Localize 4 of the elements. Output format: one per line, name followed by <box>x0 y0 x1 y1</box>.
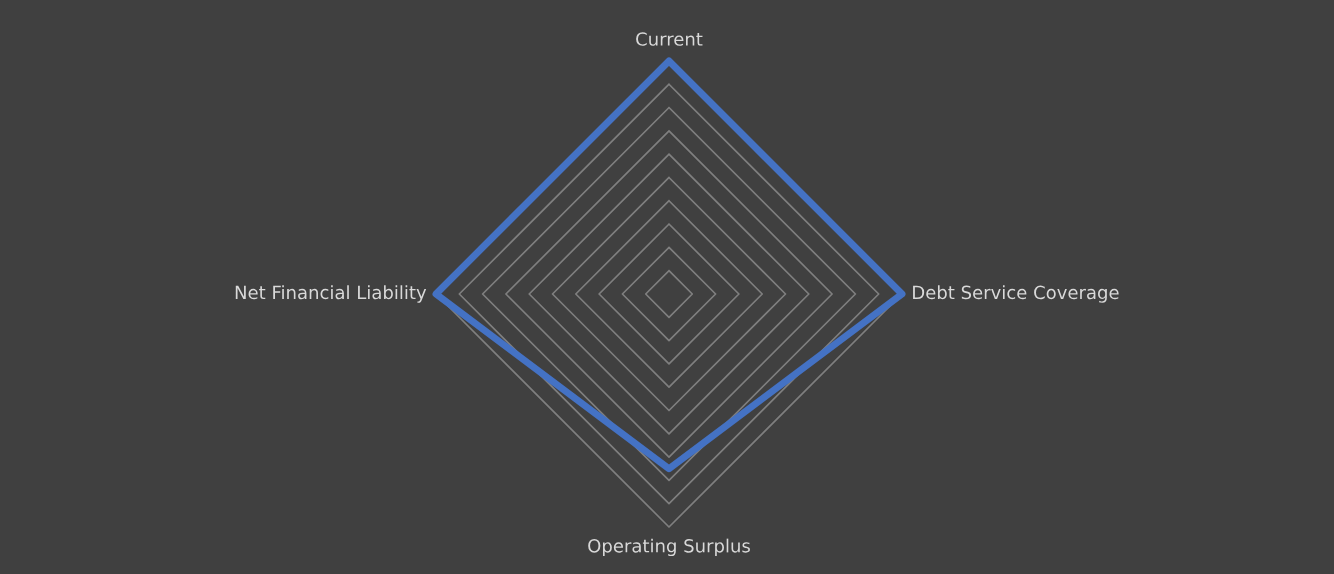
spoke-label: Current <box>636 32 703 46</box>
spoke-label: Debt Service Coverage <box>913 285 1119 303</box>
spoke-label: Net Financial Liability <box>235 285 427 303</box>
spoke-label: Operating Surplus <box>588 538 750 557</box>
